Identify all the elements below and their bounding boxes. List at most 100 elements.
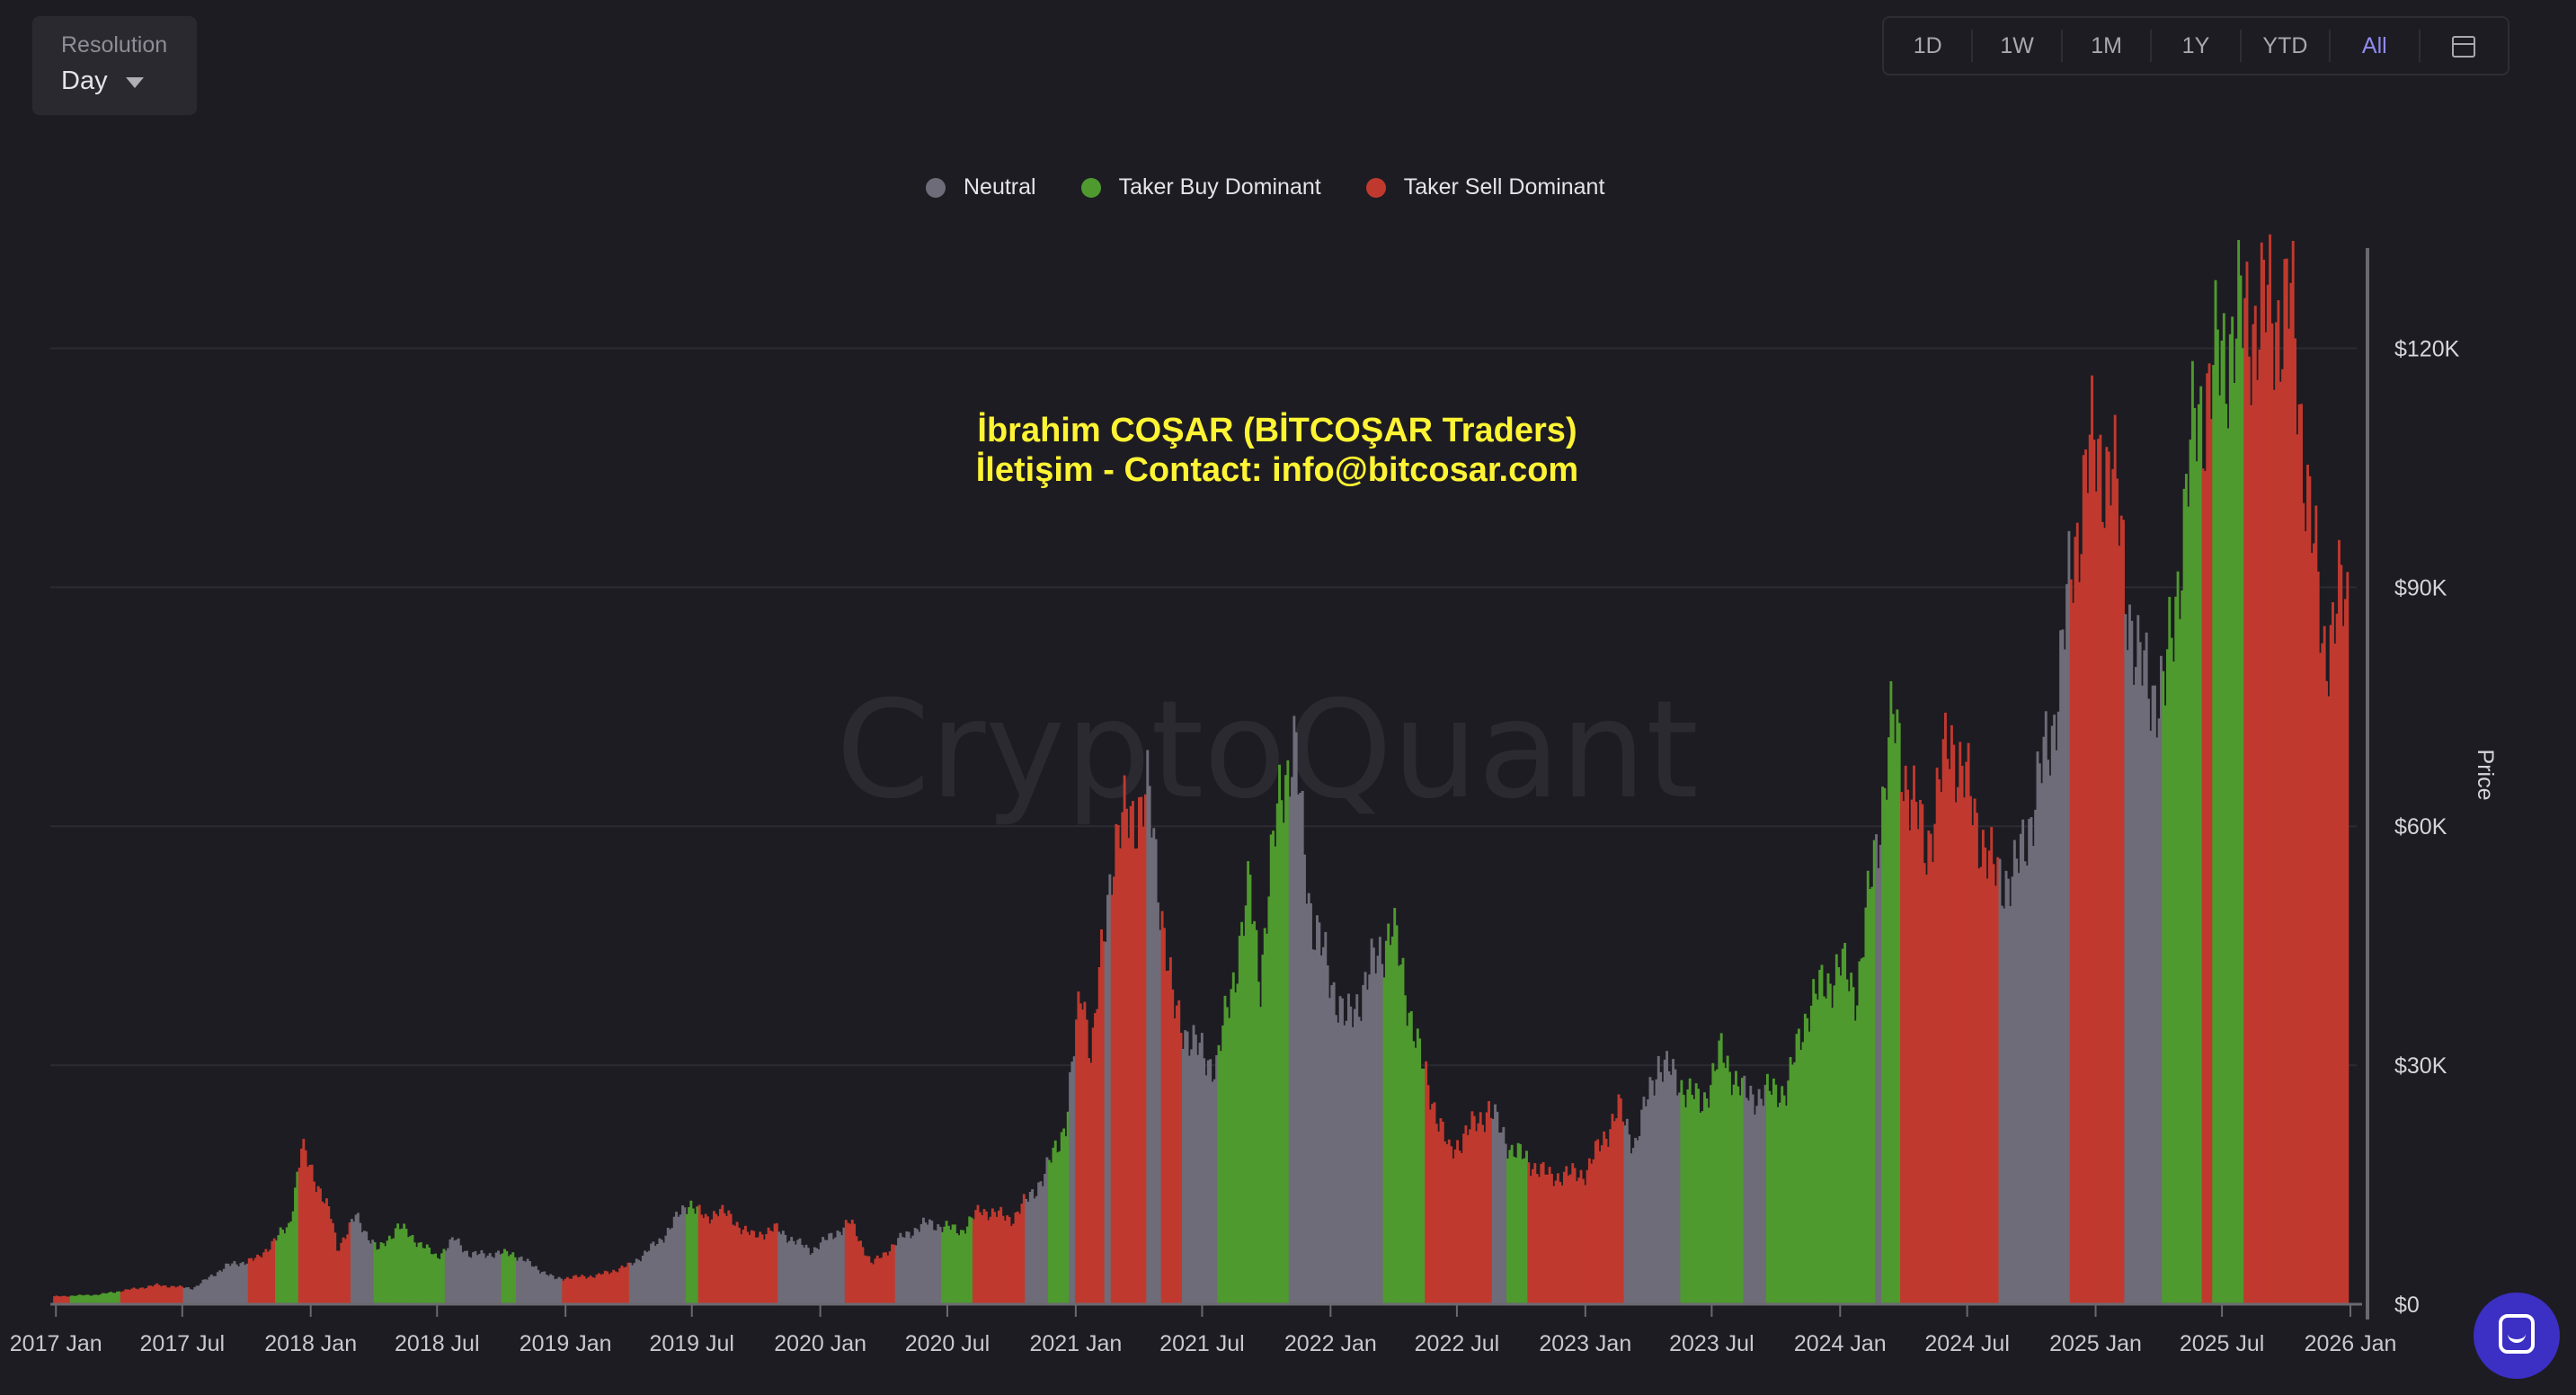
price-bar-sell	[1960, 766, 1964, 1304]
range-1w-button[interactable]: 1W	[1973, 30, 2063, 62]
legend-item-buy[interactable]: Taker Buy Dominant	[1080, 174, 1321, 200]
legend-item-sell[interactable]: Taker Sell Dominant	[1365, 174, 1604, 200]
price-bar-buy	[291, 1211, 295, 1304]
price-bar-neutral	[1305, 903, 1309, 1304]
price-bar-neutral	[781, 1231, 785, 1304]
price-bar-buy	[103, 1293, 106, 1304]
calendar-button[interactable]	[2421, 30, 2508, 62]
price-bar-buy	[1837, 967, 1841, 1304]
price-bar-sell	[1469, 1129, 1472, 1304]
price-bar-neutral	[1108, 874, 1112, 1304]
price-bar-sell	[565, 1276, 569, 1304]
price-bar-neutral	[1642, 1097, 1646, 1304]
price-bar-sell	[746, 1231, 750, 1304]
price-bar-neutral	[840, 1235, 844, 1304]
range-1d-button[interactable]: 1D	[1884, 30, 1974, 62]
resolution-dropdown[interactable]: Resolution Day	[32, 16, 197, 115]
x-tick-label: 2018 Jan	[264, 1331, 357, 1356]
price-bar-neutral	[806, 1248, 810, 1304]
price-bar-sell	[329, 1219, 333, 1304]
price-bar-sell	[2321, 643, 2324, 1304]
range-1m-button[interactable]: 1M	[2063, 30, 2153, 62]
price-bar-sell	[1959, 742, 1962, 1304]
price-bar-neutral	[2143, 650, 2146, 1304]
price-bar-buy	[1701, 1111, 1704, 1304]
chat-support-button[interactable]	[2474, 1293, 2560, 1379]
price-bar-sell	[181, 1286, 184, 1304]
price-bar-sell	[1020, 1204, 1024, 1304]
price-bar-sell	[727, 1210, 731, 1304]
price-bar-sell	[2201, 468, 2205, 1304]
legend-item-neutral[interactable]: Neutral	[926, 174, 1036, 200]
x-tick-label: 2025 Jan	[2049, 1331, 2142, 1356]
price-bar-sell	[1565, 1166, 1568, 1304]
price-bar-buy	[1525, 1151, 1528, 1304]
price-bar-buy	[501, 1253, 504, 1304]
price-bar-neutral	[1343, 1025, 1346, 1304]
price-bar-neutral	[540, 1272, 544, 1304]
author-watermark-line1: İbrahim COŞAR (BİTCOŞAR Traders)	[977, 412, 1577, 449]
price-bar-neutral	[1497, 1133, 1501, 1304]
price-bar-buy	[1397, 965, 1400, 1304]
price-bar-neutral	[1326, 965, 1329, 1304]
price-bar-buy	[1793, 1062, 1797, 1304]
price-bar-sell	[1425, 1061, 1428, 1304]
price-bar-buy	[1244, 905, 1248, 1304]
price-bar-buy	[82, 1295, 85, 1304]
price-bar-sell	[2250, 404, 2253, 1304]
price-bar-neutral	[787, 1240, 791, 1304]
price-bar-sell	[866, 1256, 869, 1304]
price-bar-neutral	[1318, 922, 1321, 1304]
price-bar-buy	[2222, 313, 2225, 1304]
price-bar-neutral	[522, 1260, 525, 1304]
price-bar-buy	[1872, 840, 1876, 1304]
price-bar-neutral	[1638, 1135, 1641, 1304]
price-bar-buy	[1889, 680, 1893, 1304]
price-bar-neutral	[371, 1240, 375, 1304]
range-all-button[interactable]: All	[2331, 30, 2421, 62]
price-bar-sell	[2247, 356, 2251, 1304]
price-bar-buy	[1730, 1095, 1734, 1304]
price-bar-neutral	[2030, 817, 2033, 1304]
price-bar-neutral	[2061, 629, 2065, 1304]
legend-dot-buy	[1080, 177, 1101, 198]
price-bar-sell	[1464, 1125, 1468, 1304]
price-bar-sell	[1567, 1175, 1570, 1304]
price-bar-buy	[1705, 1098, 1709, 1304]
price-bar-neutral	[245, 1263, 249, 1304]
price-bar-sell	[2300, 404, 2303, 1304]
price-bar-sell	[1975, 813, 1978, 1304]
price-bar-neutral	[457, 1238, 460, 1304]
price-bar-buy	[1395, 925, 1399, 1304]
price-bar-neutral	[800, 1245, 804, 1304]
price-bar-sell	[595, 1275, 599, 1304]
price-bar-sell	[2283, 259, 2287, 1304]
price-bar-buy	[1833, 985, 1836, 1304]
price-bar-sell	[1533, 1163, 1537, 1304]
price-bar-sell	[2269, 234, 2272, 1305]
price-bar-buy	[1236, 983, 1239, 1304]
range-1y-button[interactable]: 1Y	[2152, 30, 2242, 62]
range-ytd-button[interactable]: YTD	[2242, 30, 2332, 62]
price-bar-sell	[1535, 1174, 1539, 1304]
price-bar-sell	[1138, 797, 1141, 1304]
price-bar-buy	[1845, 979, 1849, 1304]
price-bar-buy	[1801, 1042, 1805, 1304]
price-bar-buy	[1776, 1106, 1780, 1304]
price-bar-buy	[2216, 329, 2219, 1304]
price-bar-buy	[1784, 1106, 1788, 1304]
price-bar-buy	[423, 1248, 427, 1304]
price-bar-neutral	[1759, 1098, 1763, 1304]
price-bar-buy	[1393, 908, 1397, 1304]
price-bar-buy	[1799, 1050, 1803, 1304]
price-bar-sell	[1584, 1185, 1587, 1304]
price-bar-sell	[2105, 447, 2109, 1305]
price-bar-sell	[1948, 769, 1951, 1304]
price-bar-sell	[1571, 1163, 1575, 1304]
price-bar-buy	[2168, 597, 2172, 1304]
price-bar-sell	[1604, 1139, 1608, 1304]
price-bar-neutral	[2067, 530, 2071, 1304]
price-bar-sell	[151, 1286, 155, 1304]
price-bar-neutral	[631, 1265, 635, 1304]
price-bar-sell	[1985, 878, 1989, 1304]
